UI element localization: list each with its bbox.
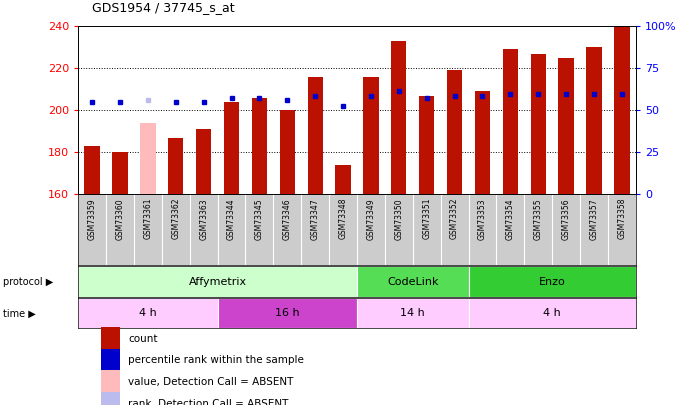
Text: GSM73352: GSM73352 — [450, 198, 459, 239]
Bar — [140, 123, 156, 194]
Bar — [101, 327, 120, 350]
Bar — [252, 98, 267, 194]
Bar — [78, 266, 357, 297]
Bar — [530, 53, 546, 194]
Text: GSM73358: GSM73358 — [617, 198, 626, 239]
Bar — [112, 152, 128, 194]
Text: protocol ▶: protocol ▶ — [3, 277, 54, 287]
Text: GSM73362: GSM73362 — [171, 198, 180, 239]
Text: GSM73357: GSM73357 — [590, 198, 598, 240]
Bar — [558, 58, 574, 194]
Text: GSM73345: GSM73345 — [255, 198, 264, 240]
Bar — [503, 49, 518, 194]
Bar — [586, 47, 602, 194]
Bar — [357, 266, 469, 297]
Bar — [419, 96, 435, 194]
Bar — [279, 111, 295, 194]
Bar — [469, 298, 636, 328]
Bar — [469, 266, 636, 297]
Bar — [475, 92, 490, 194]
Text: GSM73347: GSM73347 — [311, 198, 320, 240]
Text: GSM73363: GSM73363 — [199, 198, 208, 240]
Bar — [224, 102, 239, 194]
Bar — [614, 26, 630, 194]
Bar — [101, 392, 120, 405]
Text: percentile rank within the sample: percentile rank within the sample — [129, 356, 304, 365]
Text: CodeLink: CodeLink — [387, 277, 439, 287]
Bar — [84, 146, 100, 194]
Text: GSM73348: GSM73348 — [339, 198, 347, 239]
Text: GSM73360: GSM73360 — [116, 198, 124, 240]
Bar — [357, 298, 469, 328]
Text: 14 h: 14 h — [401, 308, 425, 318]
Text: GSM73359: GSM73359 — [88, 198, 97, 240]
Bar — [196, 129, 211, 194]
Text: GSM73354: GSM73354 — [506, 198, 515, 240]
Text: 16 h: 16 h — [275, 308, 300, 318]
Text: time ▶: time ▶ — [3, 308, 36, 318]
Text: GSM73351: GSM73351 — [422, 198, 431, 239]
Text: GSM73344: GSM73344 — [227, 198, 236, 240]
Bar — [335, 165, 351, 194]
Bar — [218, 298, 357, 328]
Bar — [101, 371, 120, 394]
Text: GSM73346: GSM73346 — [283, 198, 292, 240]
Text: 4 h: 4 h — [543, 308, 561, 318]
Text: GSM73361: GSM73361 — [143, 198, 152, 239]
Text: GSM73355: GSM73355 — [534, 198, 543, 240]
Bar — [78, 298, 218, 328]
Text: rank, Detection Call = ABSENT: rank, Detection Call = ABSENT — [129, 399, 289, 405]
Text: Affymetrix: Affymetrix — [188, 277, 247, 287]
Text: GSM73349: GSM73349 — [367, 198, 375, 240]
Bar — [168, 138, 184, 194]
Text: GSM73353: GSM73353 — [478, 198, 487, 240]
Text: value, Detection Call = ABSENT: value, Detection Call = ABSENT — [129, 377, 294, 387]
Bar — [447, 70, 462, 194]
Text: count: count — [129, 334, 158, 344]
Bar — [101, 349, 120, 372]
Text: GSM73350: GSM73350 — [394, 198, 403, 240]
Bar — [363, 77, 379, 194]
Bar — [307, 77, 323, 194]
Text: GSM73356: GSM73356 — [562, 198, 571, 240]
Text: Enzo: Enzo — [539, 277, 566, 287]
Bar — [391, 41, 407, 194]
Text: GDS1954 / 37745_s_at: GDS1954 / 37745_s_at — [92, 1, 235, 14]
Text: 4 h: 4 h — [139, 308, 157, 318]
